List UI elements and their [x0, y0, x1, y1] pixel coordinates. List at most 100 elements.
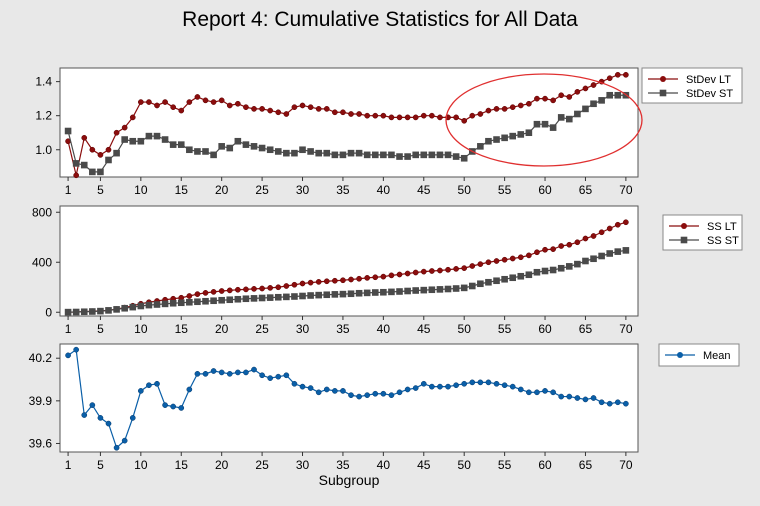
data-point: [275, 373, 282, 380]
data-point: [485, 379, 492, 386]
data-point: [542, 246, 548, 253]
data-point: [606, 75, 613, 82]
data-point: [542, 388, 548, 394]
x-tick-label: 20: [215, 183, 229, 197]
data-point: [590, 395, 597, 401]
x-tick-label: 1: [65, 458, 72, 472]
data-point: [477, 379, 484, 386]
data-point: [251, 366, 257, 373]
series-line: [68, 221, 627, 313]
data-point: [566, 241, 573, 248]
data-point: [396, 153, 403, 160]
data-point: [145, 132, 153, 140]
data-point: [129, 114, 136, 121]
data-point: [517, 272, 525, 280]
data-point: [485, 137, 492, 145]
data-point: [177, 141, 185, 148]
data-point: [113, 306, 120, 313]
data-point: [444, 151, 452, 159]
data-point: [509, 104, 516, 111]
x-tick-label: 25: [255, 458, 269, 472]
data-point: [267, 107, 274, 114]
data-point: [72, 308, 80, 316]
data-point: [299, 280, 306, 287]
data-point: [129, 137, 137, 145]
legend: SS LT SS ST: [662, 214, 743, 251]
x-tick-label: 45: [417, 458, 431, 472]
data-point: [226, 287, 233, 294]
data-point: [371, 289, 379, 296]
highlight-ellipse: [445, 73, 643, 167]
data-point: [283, 372, 290, 379]
data-point: [307, 292, 314, 299]
data-point: [525, 271, 533, 279]
data-point: [525, 129, 533, 137]
data-point: [283, 283, 290, 289]
x-tick-label: 35: [336, 458, 350, 472]
data-point: [534, 95, 540, 102]
legend-marker: [681, 223, 687, 229]
x-tick-label: 55: [498, 183, 512, 197]
x-tick-label: 40: [377, 322, 391, 336]
data-point: [493, 258, 500, 264]
data-point: [453, 382, 459, 389]
data-point: [178, 107, 185, 114]
data-point: [218, 143, 225, 150]
data-point: [388, 288, 395, 296]
data-point: [307, 385, 314, 391]
data-point: [307, 148, 314, 155]
data-point: [202, 297, 209, 305]
data-point: [429, 112, 435, 119]
x-tick-label: 60: [538, 458, 552, 472]
legend: StDev LT StDev ST: [641, 67, 743, 104]
data-point: [566, 393, 573, 400]
data-point: [154, 102, 160, 109]
data-point: [380, 273, 387, 280]
data-point: [323, 291, 331, 299]
data-point: [315, 149, 322, 157]
data-point: [202, 370, 209, 377]
y-tick-label: 39.9: [29, 394, 53, 408]
data-point: [113, 444, 120, 451]
data-point: [574, 88, 581, 95]
data-point: [210, 297, 217, 305]
x-tick-label: 10: [134, 458, 148, 472]
data-point: [565, 263, 573, 270]
data-point: [372, 112, 379, 119]
data-point: [598, 229, 605, 236]
series-stdev-st: [64, 91, 630, 176]
data-point: [598, 399, 605, 406]
data-point: [453, 266, 459, 272]
stdev-panel: 1.01.21.41 5 10 15 20 25 30 35 40 45 50 55 60 65 70StD…: [35, 67, 743, 197]
data-point: [234, 286, 241, 293]
y-tick-label: 1.0: [35, 143, 52, 157]
data-point: [509, 255, 516, 262]
data-point: [97, 168, 104, 176]
data-point: [437, 114, 443, 121]
data-point: [429, 268, 435, 274]
data-point: [372, 390, 379, 397]
data-point: [404, 153, 411, 160]
data-point: [258, 294, 266, 302]
data-point: [161, 300, 169, 308]
data-point: [348, 392, 354, 399]
data-point: [412, 151, 419, 159]
data-point: [493, 136, 500, 143]
data-point: [243, 369, 249, 376]
x-tick-label: 35: [336, 183, 350, 197]
data-point: [428, 286, 436, 294]
data-point: [598, 97, 605, 104]
y-tick-label: 800: [32, 205, 52, 219]
data-point: [485, 259, 492, 266]
data-point: [299, 383, 306, 390]
x-tick-label: 25: [255, 183, 269, 197]
data-point: [242, 141, 250, 148]
data-point: [436, 151, 444, 159]
data-point: [574, 260, 581, 268]
data-point: [460, 154, 468, 162]
data-point: [404, 386, 411, 393]
data-point: [186, 293, 193, 299]
data-point: [121, 124, 128, 131]
data-point: [542, 95, 548, 102]
data-point: [129, 415, 136, 421]
